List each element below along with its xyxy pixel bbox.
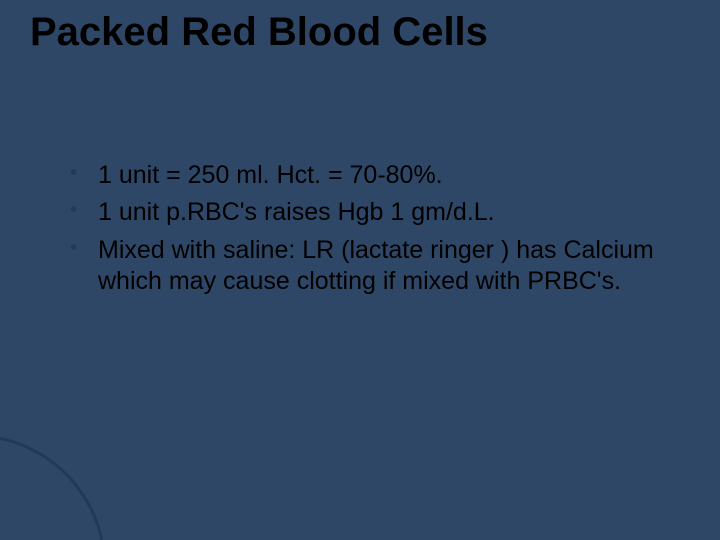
list-item: Mixed with saline: LR (lactate ringer ) … — [70, 235, 670, 298]
bullet-text: 1 unit = 250 ml. Hct. = 70-80%. — [98, 161, 443, 189]
bullet-text: 1 unit p.RBC's raises Hgb 1 gm/d.L. — [98, 198, 495, 226]
corner-arc-decoration — [0, 434, 106, 540]
bullet-list: 1 unit = 250 ml. Hct. = 70-80%. 1 unit p… — [70, 160, 670, 303]
list-item: 1 unit = 250 ml. Hct. = 70-80%. — [70, 160, 670, 191]
list-item: 1 unit p.RBC's raises Hgb 1 gm/d.L. — [70, 197, 670, 228]
bullet-text: Mixed with saline: LR (lactate ringer ) … — [98, 236, 654, 295]
slide: Packed Red Blood Cells 1 unit = 250 ml. … — [0, 0, 720, 540]
slide-title: Packed Red Blood Cells — [30, 10, 488, 55]
